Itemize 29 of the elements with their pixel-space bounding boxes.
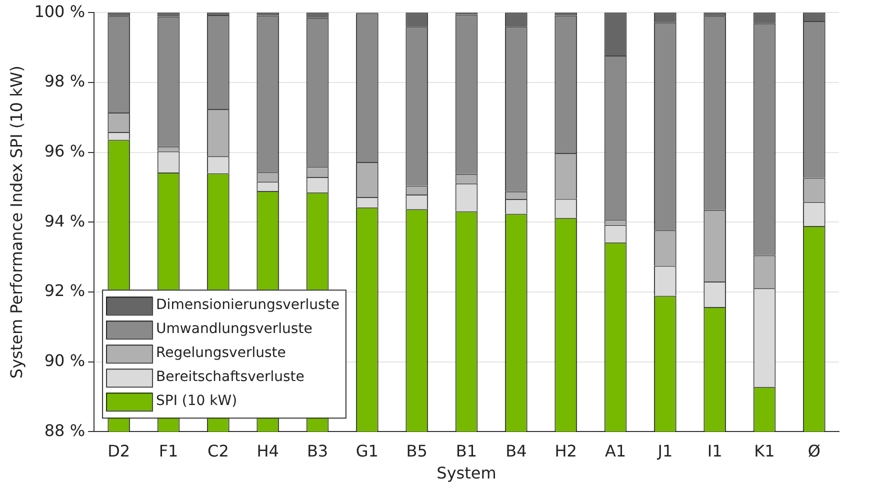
x-axis-title: System — [436, 464, 496, 483]
y-tick-label: 92 % — [44, 281, 86, 300]
x-tick-label: D2 — [108, 441, 130, 460]
y-tick-label: 96 % — [44, 141, 86, 160]
x-tick-label: J1 — [656, 441, 673, 460]
y-tick-label: 100 % — [34, 2, 86, 21]
y-axis-title: System Performance Index SPI (10 kW) — [6, 66, 26, 379]
x-tick-label: F1 — [158, 441, 178, 460]
y-tick-label: 94 % — [44, 211, 86, 230]
x-tick-label: B1 — [456, 441, 478, 460]
legend-label: Umwandlungsverluste — [156, 321, 312, 338]
legend-label: SPI (10 kW) — [156, 393, 238, 410]
x-tick-label: C2 — [208, 441, 229, 460]
x-tick-label: I1 — [707, 441, 722, 460]
x-tick-label: B3 — [306, 441, 328, 460]
x-tick-label: H4 — [256, 441, 279, 460]
y-tick-label: 88 % — [44, 420, 86, 440]
x-tick-label: K1 — [754, 441, 775, 460]
x-tick-label: A1 — [604, 441, 626, 460]
x-tick-label: B4 — [506, 441, 527, 460]
legend-label: Bereitschaftsverluste — [156, 369, 304, 386]
x-tick-label: B5 — [406, 441, 428, 460]
x-tick-label: G1 — [356, 441, 378, 460]
y-tick-label: 98 % — [44, 72, 86, 91]
y-tick-label: 90 % — [44, 350, 86, 370]
legend-label: Regelungsverluste — [156, 345, 286, 362]
x-tick-label: H2 — [554, 441, 577, 460]
x-tick-label: Ø — [808, 441, 820, 460]
legend-label: Dimensionierungsverluste — [156, 297, 340, 314]
